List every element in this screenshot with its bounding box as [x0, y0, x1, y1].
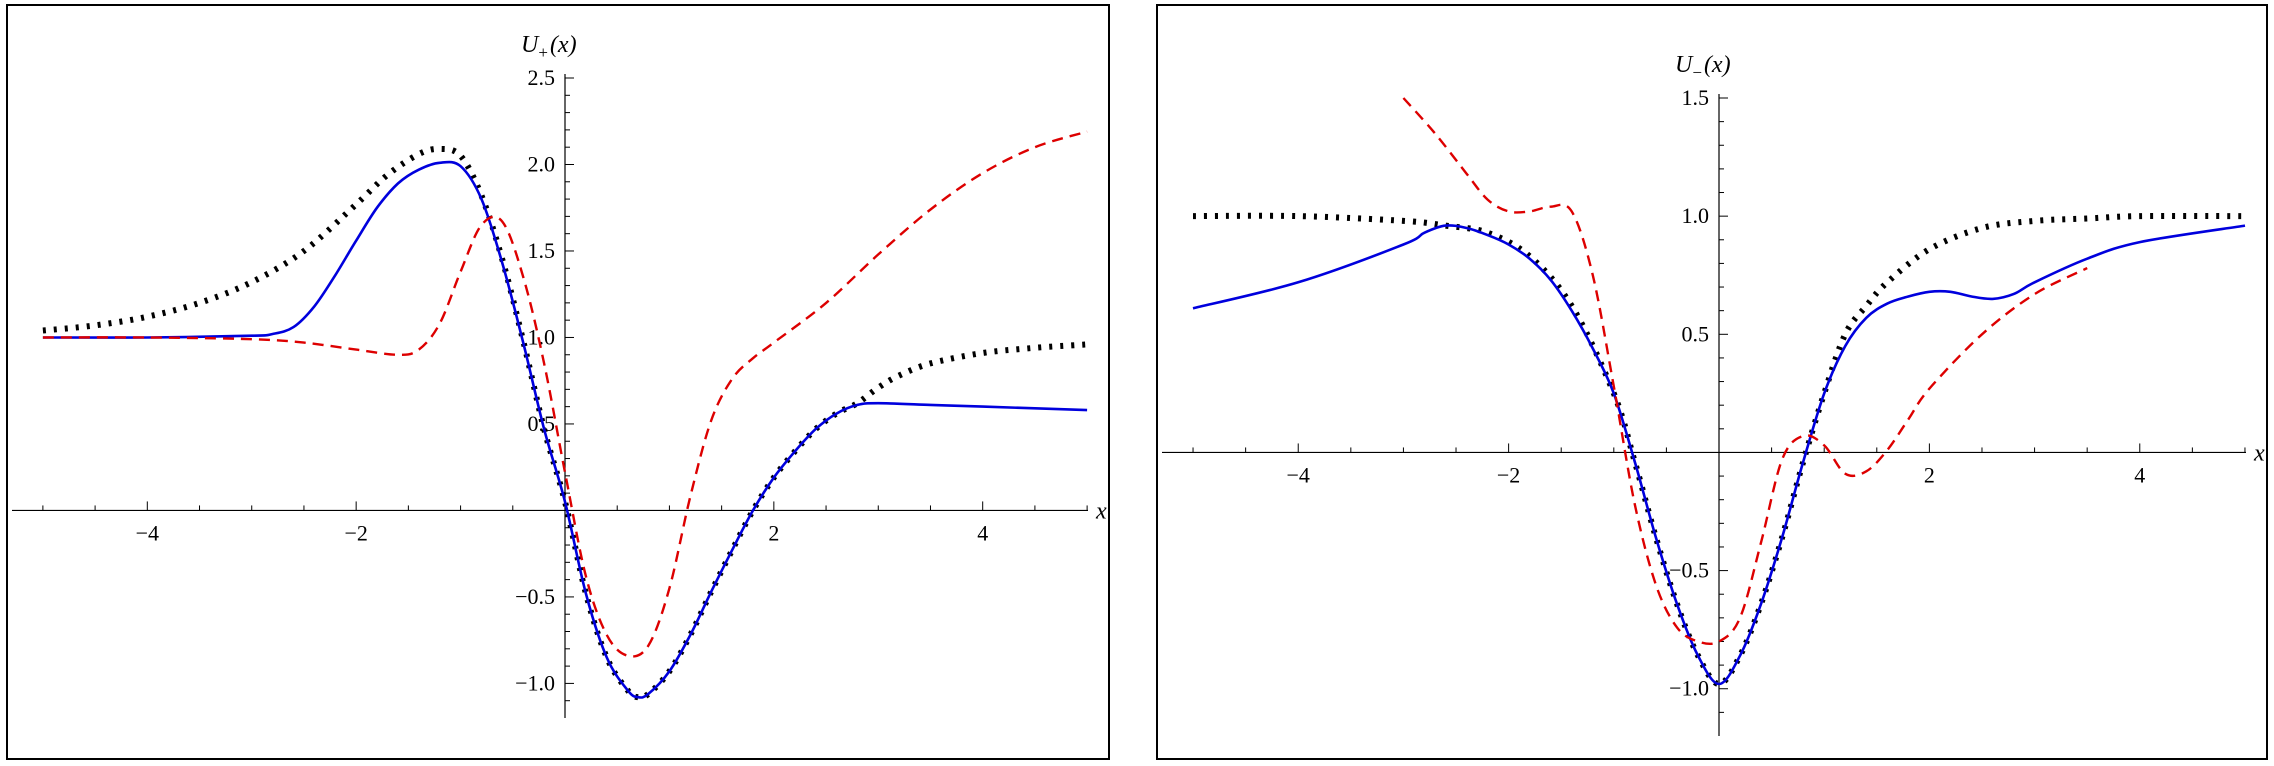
y-tick-label: −0.5: [1669, 558, 1709, 583]
series-dashed-line: [42, 130, 1088, 658]
x-tick-label: 2: [768, 520, 779, 545]
series-solid-line: [1192, 224, 2246, 686]
series-dashed-line: [1402, 97, 2088, 646]
x-axis-label: x: [1095, 498, 1107, 524]
x-tick-label: 4: [2134, 462, 2145, 487]
axes-u-minus: −4 −2 2 4 −1.0 −0.5 0.5 1.0 1.5 x U−(x): [1162, 52, 2265, 736]
axes-u-plus: −4 −2 2 4−1.0−0.50.51.01.52.02.5xU+(x): [12, 32, 1107, 718]
y-tick-label: 2.5: [528, 65, 556, 90]
x-tick-label: −2: [344, 520, 367, 545]
x-axis-label: x: [2253, 440, 2265, 466]
y-axis-label: U+(x): [521, 32, 577, 62]
y-tick-label: 1.5: [528, 238, 556, 263]
series-group-u-minus: [1192, 97, 2246, 688]
chart-u-plus: −4 −2 2 4−1.0−0.50.51.01.52.02.5xU+(x): [12, 32, 1107, 718]
series-solid-line: [42, 160, 1088, 699]
x-tick-label: 2: [1924, 462, 1935, 487]
chart-panel-u-minus: −4 −2 2 4 −1.0 −0.5 0.5 1.0 1.5 x U−(x): [1156, 4, 2268, 760]
x-tick-label: −4: [136, 520, 159, 545]
y-axis-label: U−(x): [1675, 52, 1731, 82]
y-tick-label: −1.0: [515, 670, 555, 695]
x-tick-label: 4: [977, 520, 988, 545]
y-tick-label: −1.0: [1669, 676, 1709, 701]
y-tick-label: 1.5: [1682, 85, 1710, 110]
x-tick-label: −2: [1497, 462, 1520, 487]
y-tick-label: 2.0: [528, 151, 556, 176]
y-tick-label: −0.5: [515, 584, 555, 609]
series-group-u-plus: [42, 130, 1088, 701]
chart-panel-u-plus: −4 −2 2 4 −1.0 −0.5 0.5 1.0 1.5 2.0 2.5 x U+(x): [6, 4, 1110, 760]
x-tick-label: −4: [1287, 462, 1310, 487]
y-tick-label: 0.5: [1682, 321, 1710, 346]
series-dotted-line: [1192, 212, 2246, 688]
y-tick-label: 1.0: [1682, 203, 1710, 228]
chart-u-minus: −4 −2 2 4 −1.0 −0.5 0.5 1.0 1.5 x U−(x): [1162, 52, 2265, 736]
